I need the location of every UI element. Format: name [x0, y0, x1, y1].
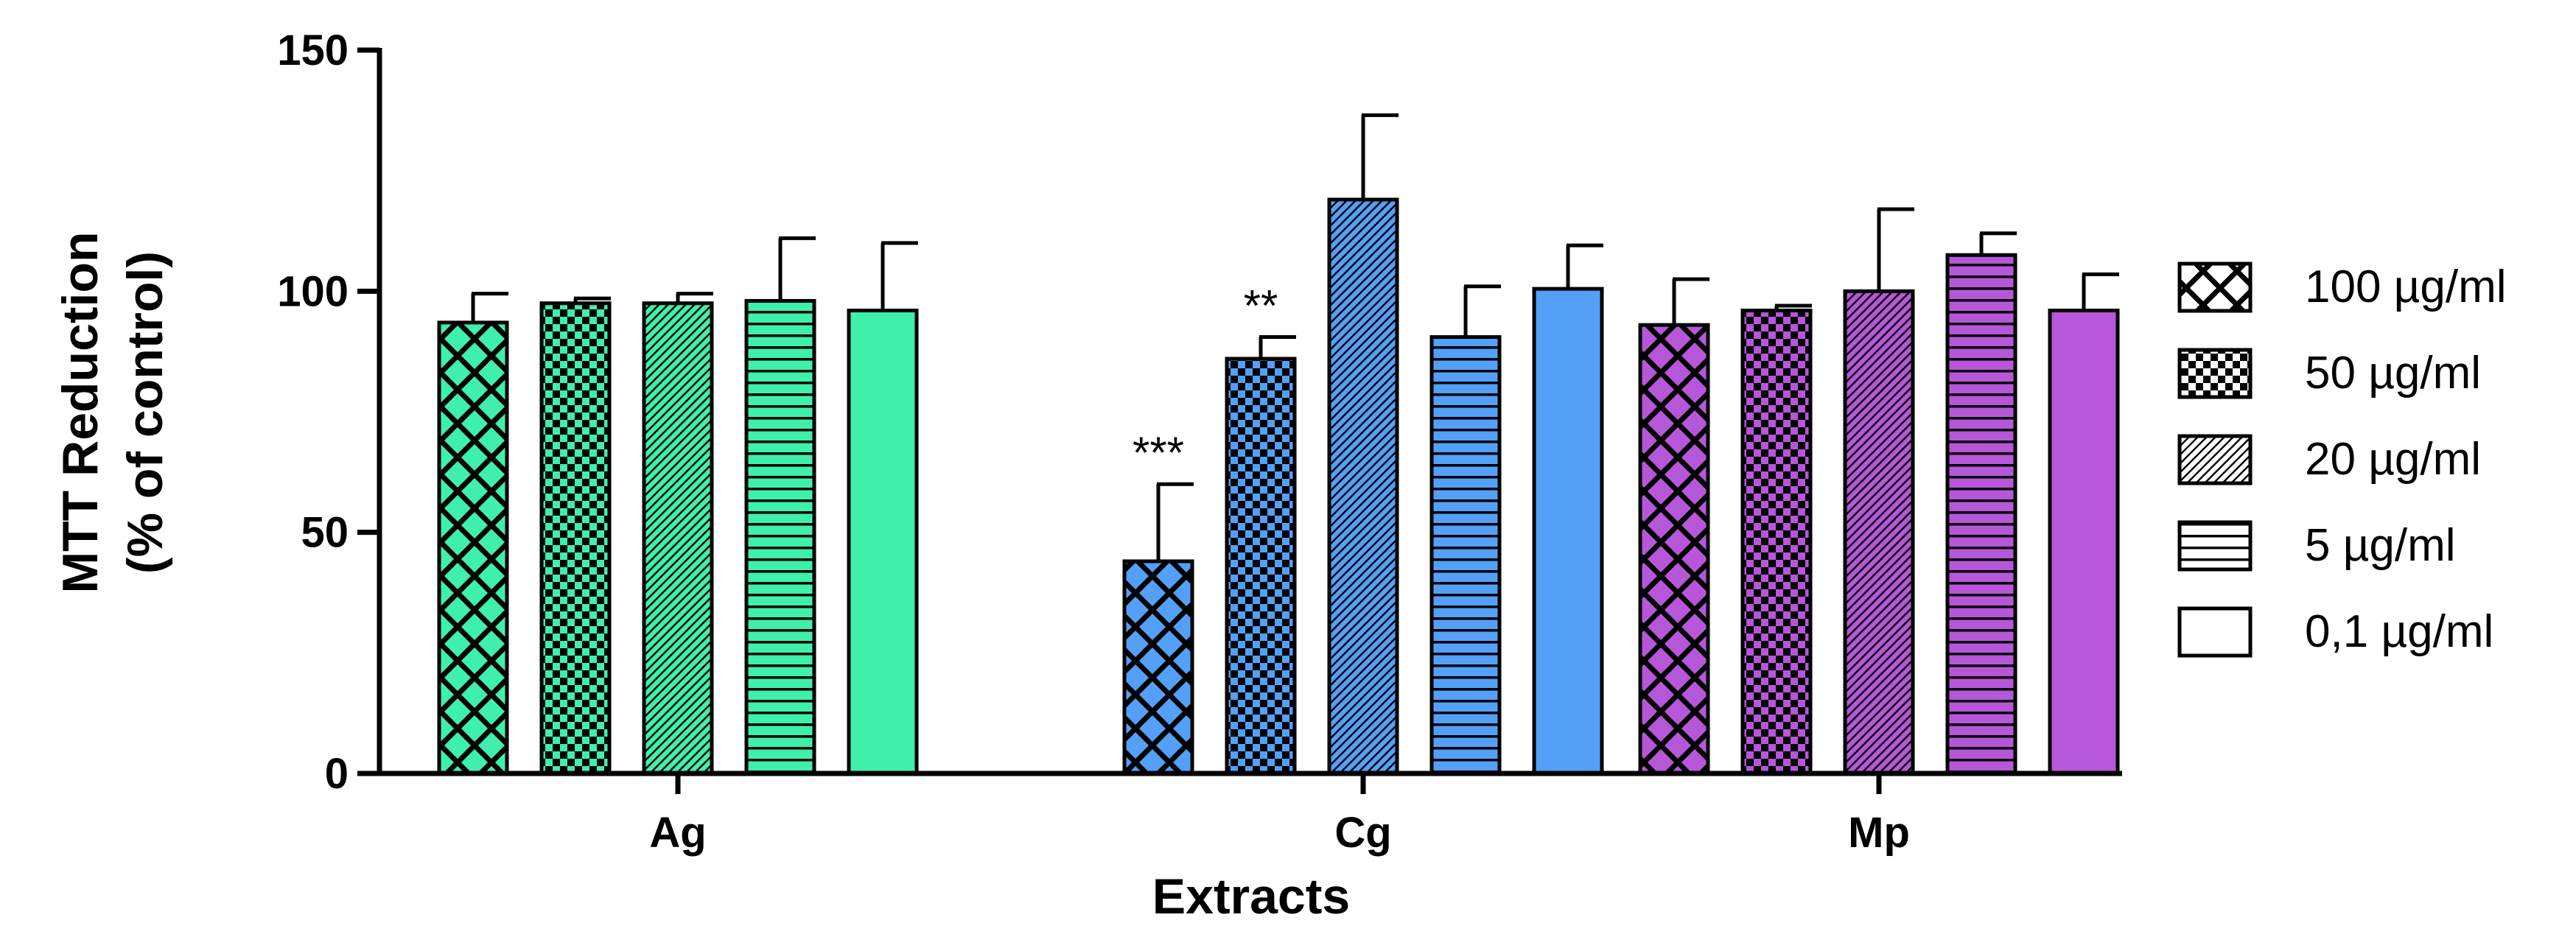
y-axis-title-line-1: (% of control) [117, 251, 173, 574]
legend-swatch-3 [2177, 520, 2253, 572]
bar-ag-1 [539, 301, 612, 776]
significance-label: *** [1133, 428, 1184, 477]
legend-label-2: 20 µg/ml [2305, 434, 2481, 485]
axes-layer: 0 50 100 150 Ag Cg Mp Extracts MTT Reduction (% o… [52, 27, 2122, 924]
legend-swatch-1 [2177, 348, 2253, 399]
significance-label: ** [1244, 281, 1278, 331]
y-axis-title: MTT Reduction (% of control) [52, 231, 173, 593]
legend: 100 µg/ml 50 µg/ml 20 µg/ml 5 µg/ml 0,1 µg/m… [2177, 262, 2507, 658]
legend-label-1: 50 µg/ml [2305, 348, 2481, 399]
legend-swatch-0 [2177, 262, 2253, 313]
x-tick-label-ag: Ag [649, 809, 706, 857]
bar-cg-1 [1225, 357, 1297, 776]
legend-swatch-4 [2177, 606, 2253, 658]
bar-mp-3 [1945, 253, 2017, 776]
bar-mp-1 [1740, 309, 1813, 776]
bar-mp-2 [1843, 289, 1915, 776]
legend-label-3: 5 µg/ml [2305, 520, 2456, 571]
bar-mp-4 [2048, 309, 2120, 776]
y-tick-label-50: 50 [301, 509, 349, 557]
y-axis-title-line-0: MTT Reduction [52, 231, 108, 593]
x-axis-title: Extracts [1152, 868, 1350, 924]
legend-label-0: 100 µg/ml [2305, 262, 2507, 312]
y-tick-label-0: 0 [325, 750, 349, 798]
bar-cg-0 [1122, 559, 1194, 776]
y-tick-label-100: 100 [277, 267, 349, 315]
bar-mp-0 [1638, 323, 1710, 776]
y-tick-label-150: 150 [277, 27, 349, 74]
legend-swatch-2 [2177, 434, 2253, 485]
bars-layer: ***** [437, 113, 2120, 776]
bar-cg-3 [1429, 335, 1502, 776]
x-tick-label-mp: Mp [1848, 809, 1910, 857]
x-tick-label-cg: Cg [1334, 809, 1391, 857]
bar-ag-0 [437, 320, 509, 776]
bar-cg-2 [1327, 197, 1399, 776]
bar-ag-4 [847, 309, 919, 776]
bar-ag-2 [642, 301, 714, 776]
bar-ag-3 [744, 298, 816, 776]
legend-label-4: 0,1 µg/ml [2305, 606, 2493, 657]
bar-cg-4 [1532, 287, 1604, 776]
